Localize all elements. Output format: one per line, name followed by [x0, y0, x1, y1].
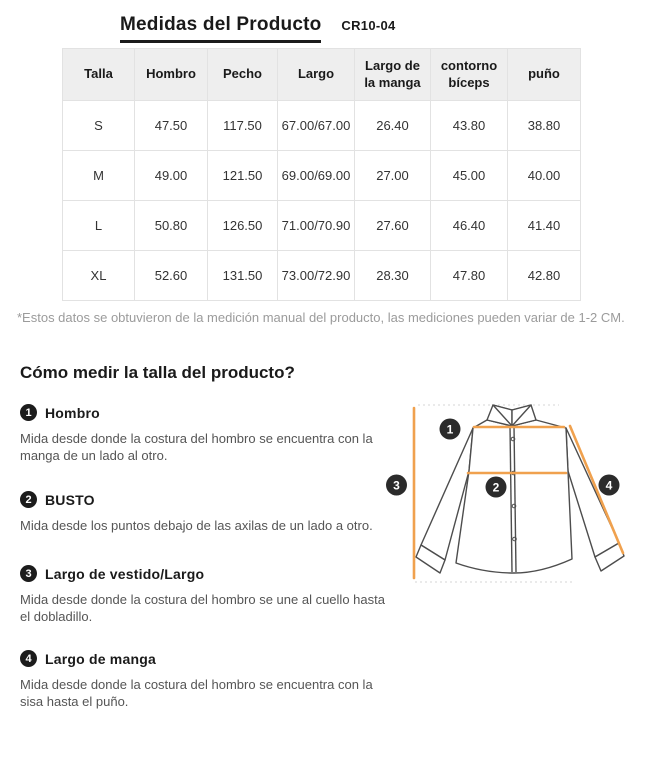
cell-value: 43.80 — [430, 100, 508, 151]
measure-item-description: Mida desde los puntos debajo de las axil… — [20, 518, 373, 533]
cell-value: 28.30 — [354, 250, 431, 301]
cell-size: XL — [62, 250, 135, 301]
cell-value: 27.60 — [354, 200, 431, 251]
cell-value: 45.00 — [430, 150, 508, 201]
table-row-l: L 50.80 126.50 71.00/70.90 27.60 46.40 4… — [62, 200, 581, 251]
sleeve-line — [568, 424, 625, 555]
cell-value: 47.80 — [430, 250, 508, 301]
cell-size: L — [62, 200, 135, 251]
cell-value: 67.00/67.00 — [277, 100, 355, 151]
cell-value: 27.00 — [354, 150, 431, 201]
measure-item-busto: 2 BUSTO Mida desde los puntos debajo de … — [20, 491, 386, 534]
cell-value: 49.00 — [134, 150, 208, 201]
measurement-lines — [412, 406, 625, 580]
col-header-largo-manga: Largo de la manga — [354, 48, 431, 101]
cell-value: 73.00/72.90 — [277, 250, 355, 301]
product-code: CR10-04 — [341, 18, 396, 33]
number-badge-1-icon: 1 — [20, 404, 37, 421]
col-header-puno: puño — [507, 48, 581, 101]
cell-value: 46.40 — [430, 200, 508, 251]
page-title: Medidas del Producto — [120, 14, 322, 43]
diagram-markers: 1 2 3 4 — [386, 418, 620, 498]
size-table-header-row: Talla Hombro Pecho Largo Largo de la man… — [62, 48, 581, 101]
cell-value: 117.50 — [207, 100, 278, 151]
measurement-disclaimer: *Estos datos se obtuvieron de la medició… — [17, 310, 625, 325]
col-header-pecho: Pecho — [207, 48, 278, 101]
cell-value: 50.80 — [134, 200, 208, 251]
cell-size: M — [62, 150, 135, 201]
measure-item-description: Mida desde donde la costura del hombro s… — [20, 431, 373, 464]
measure-item-hombro: 1 Hombro Mida desde donde la costura del… — [20, 404, 386, 464]
measure-item-largo-manga: 4 Largo de manga Mida desde donde la cos… — [20, 650, 386, 710]
marker-4-icon — [598, 474, 620, 496]
shirt-measurement-diagram: 1 2 3 4 — [386, 404, 625, 583]
cell-value: 40.00 — [507, 150, 581, 201]
col-header-hombro: Hombro — [134, 48, 208, 101]
marker-1-label: 1 — [447, 423, 454, 437]
marker-1-icon — [439, 418, 461, 440]
header: Medidas del Producto CR10-04 — [120, 14, 396, 43]
cell-value: 126.50 — [207, 200, 278, 251]
marker-3-icon — [386, 474, 407, 496]
cell-value: 52.60 — [134, 250, 208, 301]
cell-value: 71.00/70.90 — [277, 200, 355, 251]
cell-value: 41.40 — [507, 200, 581, 251]
number-badge-4-icon: 4 — [20, 650, 37, 667]
marker-2-label: 2 — [493, 481, 500, 495]
cell-value: 47.50 — [134, 100, 208, 151]
measure-item-label: Largo de manga — [45, 650, 156, 667]
table-row-s: S 47.50 117.50 67.00/67.00 26.40 43.80 3… — [62, 100, 581, 151]
cell-value: 131.50 — [207, 250, 278, 301]
cell-value: 121.50 — [207, 150, 278, 201]
col-header-talla: Talla — [62, 48, 135, 101]
number-badge-3-icon: 3 — [20, 565, 37, 582]
measure-item-label: BUSTO — [45, 491, 95, 508]
measure-item-largo: 3 Largo de vestido/Largo Mida desde dond… — [20, 565, 386, 625]
measure-item-description: Mida desde donde la costura del hombro s… — [20, 677, 373, 710]
howto-heading: Cómo medir la talla del producto? — [20, 363, 295, 382]
cell-value: 42.80 — [507, 250, 581, 301]
marker-2-icon — [485, 476, 507, 498]
marker-3-label: 3 — [393, 479, 400, 493]
col-header-contorno-biceps: contorno bíceps — [430, 48, 508, 101]
measure-item-label: Hombro — [45, 404, 100, 421]
measure-item-description: Mida desde donde la costura del hombro s… — [20, 592, 385, 625]
cell-size: S — [62, 100, 135, 151]
table-row-m: M 49.00 121.50 69.00/69.00 27.00 45.00 4… — [62, 150, 581, 201]
size-table: Talla Hombro Pecho Largo Largo de la man… — [62, 48, 581, 301]
measure-item-label: Largo de vestido/Largo — [45, 565, 205, 582]
col-header-largo: Largo — [277, 48, 355, 101]
marker-4-label: 4 — [606, 479, 613, 493]
table-row-xl: XL 52.60 131.50 73.00/72.90 28.30 47.80 … — [62, 250, 581, 301]
cell-value: 69.00/69.00 — [277, 150, 355, 201]
cell-value: 26.40 — [354, 100, 431, 151]
shirt-outline — [415, 404, 625, 574]
cell-value: 38.80 — [507, 100, 581, 151]
number-badge-2-icon: 2 — [20, 491, 37, 508]
